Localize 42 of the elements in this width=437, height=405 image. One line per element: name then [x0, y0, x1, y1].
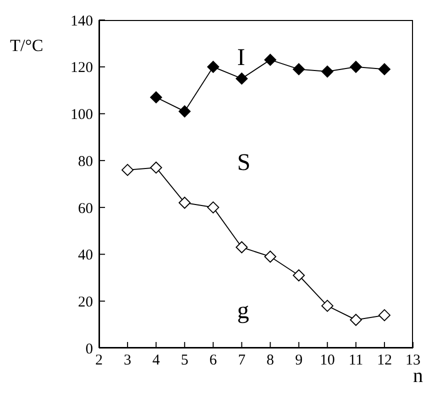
- point: [350, 60, 362, 73]
- point: [264, 250, 276, 263]
- x-tick-label: 10: [320, 352, 335, 369]
- x-tick-label: 6: [209, 352, 218, 369]
- point: [378, 309, 390, 322]
- x-tick-label: 7: [238, 352, 246, 369]
- y-tick-label: 120: [70, 60, 93, 76]
- y-tick-label: 0: [86, 341, 93, 358]
- x-tick-label: 9: [295, 352, 303, 369]
- y-tick-label: 140: [70, 13, 93, 30]
- point: [178, 196, 191, 209]
- x-tick-label: 11: [348, 352, 364, 369]
- point: [207, 201, 220, 214]
- point: [350, 314, 362, 326]
- point: [178, 105, 191, 118]
- x-tick-label: 5: [180, 352, 188, 369]
- y-tick-label: 80: [78, 154, 93, 170]
- point: [236, 72, 248, 85]
- point: [321, 300, 334, 312]
- point: [292, 63, 305, 76]
- x-tick-label: 12: [376, 352, 392, 369]
- y-tick-label: 40: [78, 248, 93, 264]
- point: [207, 60, 220, 73]
- y-axis-title: T/°C: [10, 36, 44, 56]
- x-tick-label: 2: [95, 352, 103, 369]
- point: [321, 66, 334, 78]
- y-tick-label: 60: [78, 200, 93, 217]
- y-tick-label: 20: [78, 294, 93, 310]
- x-tick-label: 8: [266, 352, 274, 369]
- x-tick-label: 4: [152, 352, 160, 369]
- point: [150, 91, 162, 104]
- point: [378, 63, 390, 76]
- annotation: g: [237, 298, 250, 324]
- point: [264, 54, 276, 66]
- annotation: S: [237, 150, 251, 176]
- y-tick-label: 100: [70, 107, 93, 124]
- point: [150, 162, 162, 174]
- point: [292, 269, 305, 282]
- annotation: I: [237, 45, 246, 72]
- x-tick-label: 3: [124, 352, 132, 369]
- point: [236, 241, 248, 254]
- point: [122, 164, 134, 176]
